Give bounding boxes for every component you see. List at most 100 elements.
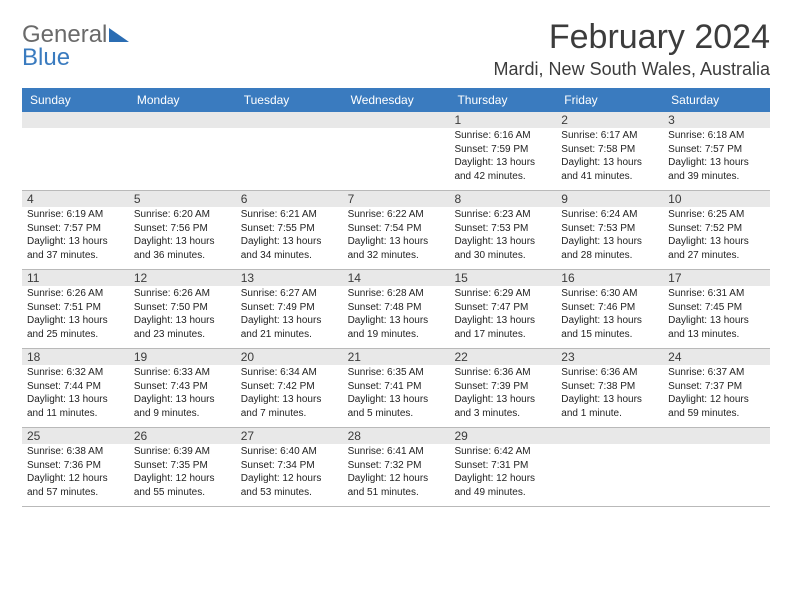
day-cell [236,128,343,190]
day-number: 14 [343,270,450,286]
calendar-page: General Blue February 2024 Mardi, New So… [0,0,792,525]
weekday-header: Monday [129,88,236,112]
day-cell: Sunrise: 6:23 AMSunset: 7:53 PMDaylight:… [449,207,556,269]
triangle-icon [109,28,129,42]
sunrise-text: Sunrise: 6:26 AM [134,287,231,301]
daylight-text: Daylight: 13 hours and 13 minutes. [668,314,765,341]
sunset-text: Sunset: 7:38 PM [561,380,658,394]
day-number: 29 [449,428,556,444]
day-cell [663,444,770,506]
daylight-text: Daylight: 13 hours and 34 minutes. [241,235,338,262]
sunrise-text: Sunrise: 6:35 AM [348,366,445,380]
daylight-text: Daylight: 13 hours and 17 minutes. [454,314,551,341]
daylight-text: Daylight: 13 hours and 30 minutes. [454,235,551,262]
sunset-text: Sunset: 7:51 PM [27,301,124,315]
weekday-header: Sunday [22,88,129,112]
day-number: 12 [129,270,236,286]
daylight-text: Daylight: 13 hours and 27 minutes. [668,235,765,262]
week-row: Sunrise: 6:32 AMSunset: 7:44 PMDaylight:… [22,365,770,428]
day-number [236,112,343,128]
sunrise-text: Sunrise: 6:34 AM [241,366,338,380]
sunset-text: Sunset: 7:52 PM [668,222,765,236]
day-cell: Sunrise: 6:30 AMSunset: 7:46 PMDaylight:… [556,286,663,348]
sunrise-text: Sunrise: 6:36 AM [561,366,658,380]
daylight-text: Daylight: 13 hours and 9 minutes. [134,393,231,420]
day-number: 1 [449,112,556,128]
daylight-text: Daylight: 12 hours and 57 minutes. [27,472,124,499]
day-number [343,112,450,128]
sunrise-text: Sunrise: 6:25 AM [668,208,765,222]
week-row: Sunrise: 6:26 AM Sunset: 7:51 PM Daylight:… [22,286,770,349]
day-number: 28 [343,428,450,444]
sunrise-text: Sunrise: 6:22 AM [348,208,445,222]
day-cell: Sunrise: 6:17 AMSunset: 7:58 PMDaylight:… [556,128,663,190]
sunrise-text: Sunrise: 6:38 AM [27,445,124,459]
daylight-text: Daylight: 12 hours and 51 minutes. [348,472,445,499]
weekday-header: Thursday [449,88,556,112]
sunset-text: Sunset: 7:55 PM [241,222,338,236]
sunrise-text: Sunrise: 6:21 AM [241,208,338,222]
header: General Blue February 2024 Mardi, New So… [22,18,770,80]
daylight-text: Daylight: 13 hours and 21 minutes. [241,314,338,341]
sunset-text: Sunset: 7:59 PM [454,143,551,157]
sunset-text: Sunset: 7:36 PM [27,459,124,473]
weekday-header: Saturday [663,88,770,112]
sunset-text: Sunset: 7:44 PM [27,380,124,394]
daylight-text: Daylight: 13 hours and 36 minutes. [134,235,231,262]
sunrise-text: Sunrise: 6:28 AM [348,287,445,301]
day-cell: Sunrise: 6:18 AMSunset: 7:57 PMDaylight:… [663,128,770,190]
daylight-text: Daylight: 13 hours and 11 minutes. [27,393,124,420]
day-number: 26 [129,428,236,444]
weeks-container: 123Sunrise: 6:16 AMSunset: 7:59 PMDaylig… [22,112,770,507]
week-row: Sunrise: 6:38 AMSunset: 7:36 PMDaylight:… [22,444,770,507]
daylight-text: Daylight: 12 hours and 53 minutes. [241,472,338,499]
day-number: 25 [22,428,129,444]
weekday-header: Tuesday [236,88,343,112]
daylight-text: Daylight: 13 hours and 37 minutes. [27,235,124,262]
daynum-row: 123 [22,112,770,128]
daylight-text: Daylight: 12 hours and 55 minutes. [134,472,231,499]
day-cell: Sunrise: 6:27 AMSunset: 7:49 PMDaylight:… [236,286,343,348]
day-cell: Sunrise: 6:39 AMSunset: 7:35 PMDaylight:… [129,444,236,506]
day-cell: Sunrise: 6:16 AMSunset: 7:59 PMDaylight:… [449,128,556,190]
sunset-text: Sunset: 7:34 PM [241,459,338,473]
daynum-row: 2526272829 [22,428,770,444]
day-cell: Sunrise: 6:40 AMSunset: 7:34 PMDaylight:… [236,444,343,506]
day-cell: Sunrise: 6:32 AMSunset: 7:44 PMDaylight:… [22,365,129,427]
day-cell: Sunrise: 6:42 AMSunset: 7:31 PMDaylight:… [449,444,556,506]
day-number [129,112,236,128]
sunset-text: Sunset: 7:35 PM [134,459,231,473]
daylight-text: Daylight: 13 hours and 5 minutes. [348,393,445,420]
daylight-text: Daylight: 13 hours and 32 minutes. [348,235,445,262]
day-number [663,428,770,444]
daylight-text: Daylight: 13 hours and 7 minutes. [241,393,338,420]
day-cell: Sunrise: 6:33 AMSunset: 7:43 PMDaylight:… [129,365,236,427]
sunrise-text: Sunrise: 6:24 AM [561,208,658,222]
day-number: 20 [236,349,343,365]
day-cell [556,444,663,506]
day-cell: Sunrise: 6:20 AMSunset: 7:56 PMDaylight:… [129,207,236,269]
sunrise-text: Sunrise: 6:16 AM [454,129,551,143]
sunrise-text: Sunrise: 6:33 AM [134,366,231,380]
day-number: 6 [236,191,343,207]
day-number: 9 [556,191,663,207]
sunset-text: Sunset: 7:57 PM [668,143,765,157]
day-number: 16 [556,270,663,286]
daylight-text: Daylight: 13 hours and 23 minutes. [134,314,231,341]
daylight-text: Daylight: 13 hours and 41 minutes. [561,156,658,183]
daynum-row: 18192021222324 [22,349,770,365]
logo-text: General Blue [22,24,129,70]
sunrise-text: Sunrise: 6:42 AM [454,445,551,459]
day-cell: Sunrise: 6:19 AMSunset: 7:57 PMDaylight:… [22,207,129,269]
sunset-text: Sunset: 7:46 PM [561,301,658,315]
day-cell: Sunrise: 6:31 AMSunset: 7:45 PMDaylight:… [663,286,770,348]
day-number [22,112,129,128]
day-number: 8 [449,191,556,207]
sunset-text: Sunset: 7:31 PM [454,459,551,473]
week-row: Sunrise: 6:19 AMSunset: 7:57 PMDaylight:… [22,207,770,270]
sunset-text: Sunset: 7:32 PM [348,459,445,473]
sunrise-text: Sunrise: 6:20 AM [134,208,231,222]
day-number: 22 [449,349,556,365]
calendar: Sunday Monday Tuesday Wednesday Thursday… [22,88,770,507]
day-cell [129,128,236,190]
